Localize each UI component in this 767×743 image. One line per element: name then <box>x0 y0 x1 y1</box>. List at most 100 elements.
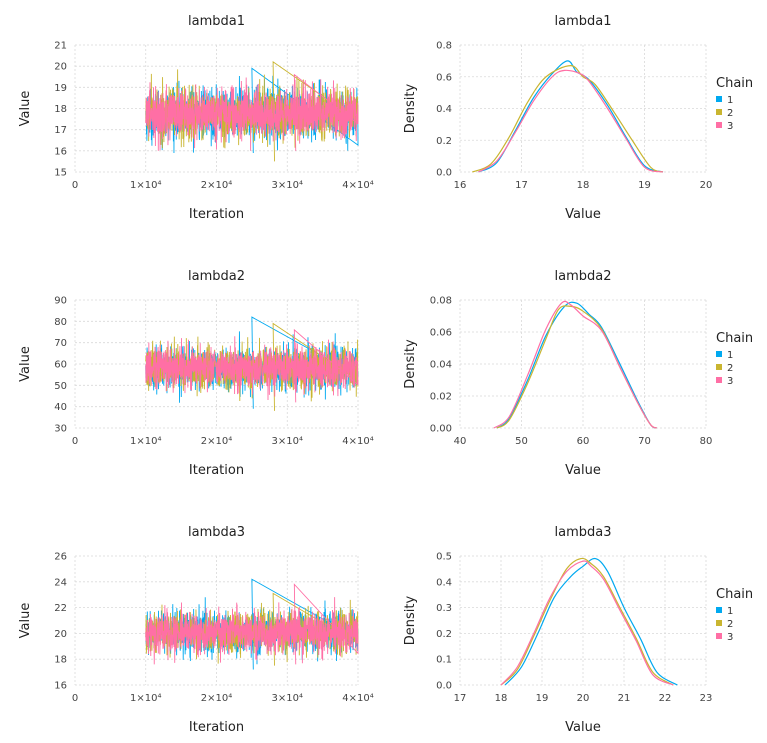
y-tick-label: 0.3 <box>436 603 452 614</box>
y-tick-label: 20 <box>54 62 67 73</box>
trace-lambda2-panel: 0 1×10⁴ 2×10⁴ 3×10⁴ 4×10⁴ 30 40 50 60 70 80 90 lambd… <box>18 269 374 478</box>
x-tick-label: 4×10⁴ <box>342 180 373 191</box>
x-tick-label: 3×10⁴ <box>272 693 303 704</box>
x-axis-label: Value <box>565 720 601 735</box>
trace-lambda1-panel: 0 1×10⁴ 2×10⁴ 3×10⁴ 4×10⁴ 15 16 17 18 19 20 21 lambd… <box>18 14 374 222</box>
density-curve-chain-2 <box>472 65 664 173</box>
x-tick-label: 17 <box>454 693 467 704</box>
y-tick-label: 18 <box>54 104 67 115</box>
x-tick-label: 17 <box>515 180 528 191</box>
y-tick-label: 16 <box>54 146 67 157</box>
y-tick-label: 0.5 <box>436 552 452 563</box>
x-tick-label: 0 <box>72 180 78 191</box>
x-tick-label: 22 <box>659 693 672 704</box>
x-tick-label: 16 <box>454 180 467 191</box>
x-tick-label: 70 <box>638 436 651 447</box>
x-tick-label: 23 <box>700 693 713 704</box>
x-tick-label: 0 <box>72 693 78 704</box>
legend-label-chain-1: 1 <box>727 606 733 617</box>
legend-title: Chain <box>716 76 753 91</box>
y-tick-label: 0.4 <box>436 104 452 115</box>
y-tick-label: 0.4 <box>436 577 452 588</box>
density-lambda2-panel: 40 50 60 70 80 0.00 0.02 0.04 0.06 0.08 lambda2 Val… <box>403 269 753 478</box>
x-tick-label: 21 <box>618 693 631 704</box>
y-tick-label: 17 <box>54 125 67 136</box>
legend-swatch-chain-2 <box>716 109 722 115</box>
y-tick-label: 24 <box>54 577 67 588</box>
y-tick-label: 70 <box>54 338 67 349</box>
x-tick-label: 18 <box>495 693 508 704</box>
y-tick-label: 0.08 <box>430 296 452 307</box>
density-curve-chain-2 <box>496 305 658 429</box>
y-tick-label: 26 <box>54 552 67 563</box>
x-tick-label: 1×10⁴ <box>130 436 161 447</box>
y-tick-label: 80 <box>54 317 67 328</box>
x-axis-label: Iteration <box>189 463 244 478</box>
y-axis-label: Density <box>403 83 418 133</box>
density-lambda1-panel: 16 17 18 19 20 0.0 0.2 0.4 0.6 0.8 lambda1 Value Den… <box>403 14 753 222</box>
y-axis-label: Value <box>18 346 33 382</box>
x-tick-label: 2×10⁴ <box>201 436 232 447</box>
y-tick-label: 90 <box>54 296 67 307</box>
y-tick-label: 0.2 <box>436 629 452 640</box>
trace-series-chain-3 <box>145 73 359 151</box>
x-axis-label: Iteration <box>189 207 244 222</box>
legend-label-chain-3: 3 <box>727 376 733 387</box>
y-tick-label: 21 <box>54 41 67 52</box>
y-tick-label: 0.02 <box>430 392 452 403</box>
legend-swatch-chain-2 <box>716 620 722 626</box>
y-tick-label: 60 <box>54 360 67 371</box>
y-tick-label: 50 <box>54 381 67 392</box>
x-tick-label: 1×10⁴ <box>130 180 161 191</box>
legend-swatch-chain-1 <box>716 351 722 357</box>
legend-label-chain-2: 2 <box>727 363 733 374</box>
legend-swatch-chain-1 <box>716 96 722 102</box>
x-tick-label: 20 <box>700 180 713 191</box>
y-tick-label: 0.6 <box>436 72 452 83</box>
x-tick-label: 50 <box>515 436 528 447</box>
x-tick-label: 19 <box>536 693 549 704</box>
legend-swatch-chain-1 <box>716 607 722 613</box>
y-axis-label: Value <box>18 603 33 639</box>
y-tick-label: 16 <box>54 681 67 692</box>
y-axis-label: Density <box>403 339 418 389</box>
y-tick-label: 40 <box>54 402 67 413</box>
y-tick-label: 19 <box>54 83 67 94</box>
y-tick-label: 0.0 <box>436 168 452 179</box>
legend-label-chain-2: 2 <box>727 619 733 630</box>
legend-title: Chain <box>716 587 753 602</box>
density-lambda3-panel: 17 18 19 20 21 22 230.00.10.20.30.40.5lambda3V… <box>403 525 753 735</box>
x-tick-label: 0 <box>72 436 78 447</box>
y-tick-label: 15 <box>54 168 67 179</box>
x-tick-label: 19 <box>638 180 651 191</box>
density-curve-chain-2 <box>500 557 674 686</box>
x-tick-label: 3×10⁴ <box>272 436 303 447</box>
legend-label-chain-3: 3 <box>727 121 733 132</box>
x-tick-label: 2×10⁴ <box>201 180 232 191</box>
x-tick-label: 20 <box>577 693 590 704</box>
x-tick-label: 4×10⁴ <box>342 693 373 704</box>
legend: Chain 1 2 3 <box>716 76 753 132</box>
density-curve-chain-3 <box>478 69 664 173</box>
x-axis-label: Iteration <box>189 720 244 735</box>
legend: Chain 1 2 3 <box>716 587 753 643</box>
legend-label-chain-1: 1 <box>727 350 733 361</box>
legend-label-chain-1: 1 <box>727 95 733 106</box>
trace-series-chain-3 <box>145 328 359 403</box>
trace-series-chain-3 <box>145 583 359 665</box>
chart-title: lambda3 <box>555 525 612 540</box>
y-tick-label: 30 <box>54 424 67 435</box>
legend-title: Chain <box>716 331 753 346</box>
y-tick-label: 18 <box>54 655 67 666</box>
legend-swatch-chain-2 <box>716 364 722 370</box>
legend-label-chain-3: 3 <box>727 632 733 643</box>
density-curve-chain-1 <box>478 60 664 173</box>
chart-title: lambda1 <box>188 14 245 29</box>
chart-title: lambda3 <box>188 525 245 540</box>
y-tick-label: 0.06 <box>430 328 452 339</box>
x-tick-label: 2×10⁴ <box>201 693 232 704</box>
legend-label-chain-2: 2 <box>727 108 733 119</box>
x-tick-label: 4×10⁴ <box>342 436 373 447</box>
y-axis-label: Density <box>403 595 418 645</box>
